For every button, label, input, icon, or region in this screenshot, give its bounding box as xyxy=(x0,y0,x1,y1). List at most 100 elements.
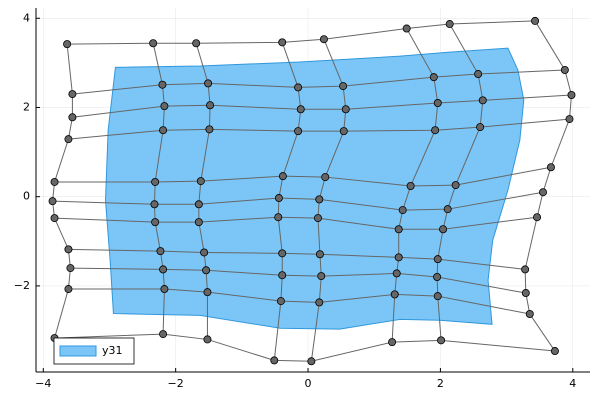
point xyxy=(200,248,209,257)
mesh-line xyxy=(72,94,572,118)
y-tick-label: 0 xyxy=(23,190,30,203)
legend-label: y31 xyxy=(102,344,123,357)
point xyxy=(158,80,167,89)
point xyxy=(315,298,324,307)
point xyxy=(159,126,168,135)
point xyxy=(50,214,59,223)
point xyxy=(521,265,530,274)
point xyxy=(205,125,214,134)
point xyxy=(402,24,411,33)
point xyxy=(433,99,442,108)
point xyxy=(392,269,401,278)
point xyxy=(204,79,213,88)
point xyxy=(406,181,415,190)
point xyxy=(66,264,75,273)
point xyxy=(160,102,169,111)
point xyxy=(390,290,399,299)
point xyxy=(531,16,540,25)
point xyxy=(202,266,211,275)
mesh-line xyxy=(68,288,530,315)
point xyxy=(339,127,348,136)
legend-swatch xyxy=(59,345,97,357)
point xyxy=(206,101,215,110)
mesh-line xyxy=(68,248,526,270)
point xyxy=(68,113,77,122)
mesh-line xyxy=(54,333,555,362)
point xyxy=(560,66,569,75)
mesh-line xyxy=(52,44,73,339)
y-tick-label: 2 xyxy=(23,100,30,113)
mesh-line xyxy=(52,191,544,211)
point xyxy=(317,272,326,281)
point xyxy=(339,82,348,91)
x-tick-label: −2 xyxy=(168,377,184,390)
point xyxy=(315,195,324,204)
point xyxy=(443,205,452,214)
point xyxy=(296,105,305,114)
point xyxy=(63,40,72,49)
point xyxy=(294,83,303,92)
point xyxy=(64,285,73,294)
point xyxy=(48,197,57,206)
point xyxy=(433,272,442,281)
point xyxy=(270,356,279,365)
point xyxy=(150,200,159,209)
mesh-line xyxy=(72,69,565,95)
mesh-line xyxy=(54,166,552,187)
y-tick-label: −2 xyxy=(14,279,30,292)
point xyxy=(196,177,205,186)
point xyxy=(68,90,77,99)
point xyxy=(388,338,397,347)
area xyxy=(104,47,525,330)
point xyxy=(203,288,212,297)
point xyxy=(521,289,530,298)
point xyxy=(276,297,285,306)
point xyxy=(398,206,407,215)
point xyxy=(321,173,330,182)
point xyxy=(394,253,403,262)
point xyxy=(278,172,287,181)
point xyxy=(156,247,165,256)
mesh-line xyxy=(68,118,570,140)
point xyxy=(550,347,559,356)
point xyxy=(476,123,485,132)
point xyxy=(278,249,287,258)
point xyxy=(159,330,168,339)
point xyxy=(525,310,534,319)
mesh-line xyxy=(54,216,538,230)
point xyxy=(539,188,548,197)
x-tick-label: 4 xyxy=(569,377,576,390)
point xyxy=(313,214,322,223)
point xyxy=(149,39,158,48)
point xyxy=(274,213,283,222)
point xyxy=(160,285,169,294)
point xyxy=(431,126,440,135)
x-tick-label: 0 xyxy=(305,377,312,390)
point xyxy=(194,218,203,227)
point xyxy=(341,105,350,114)
point xyxy=(429,73,438,82)
point xyxy=(307,357,316,366)
point xyxy=(274,194,283,203)
point xyxy=(319,35,328,44)
point xyxy=(159,265,168,274)
point xyxy=(474,70,483,79)
point xyxy=(565,115,574,124)
point xyxy=(433,292,442,301)
point xyxy=(315,250,324,259)
point xyxy=(478,96,487,105)
point xyxy=(394,225,403,234)
point xyxy=(194,200,203,209)
point xyxy=(151,177,160,186)
x-tick-label: 2 xyxy=(437,377,444,390)
y-tick-label: 4 xyxy=(23,11,30,24)
point xyxy=(151,218,160,227)
point xyxy=(445,20,454,29)
x-tick-label: −4 xyxy=(35,377,51,390)
point xyxy=(546,163,555,172)
point xyxy=(278,38,287,47)
point xyxy=(278,271,287,280)
point xyxy=(64,135,73,144)
point xyxy=(203,335,212,344)
